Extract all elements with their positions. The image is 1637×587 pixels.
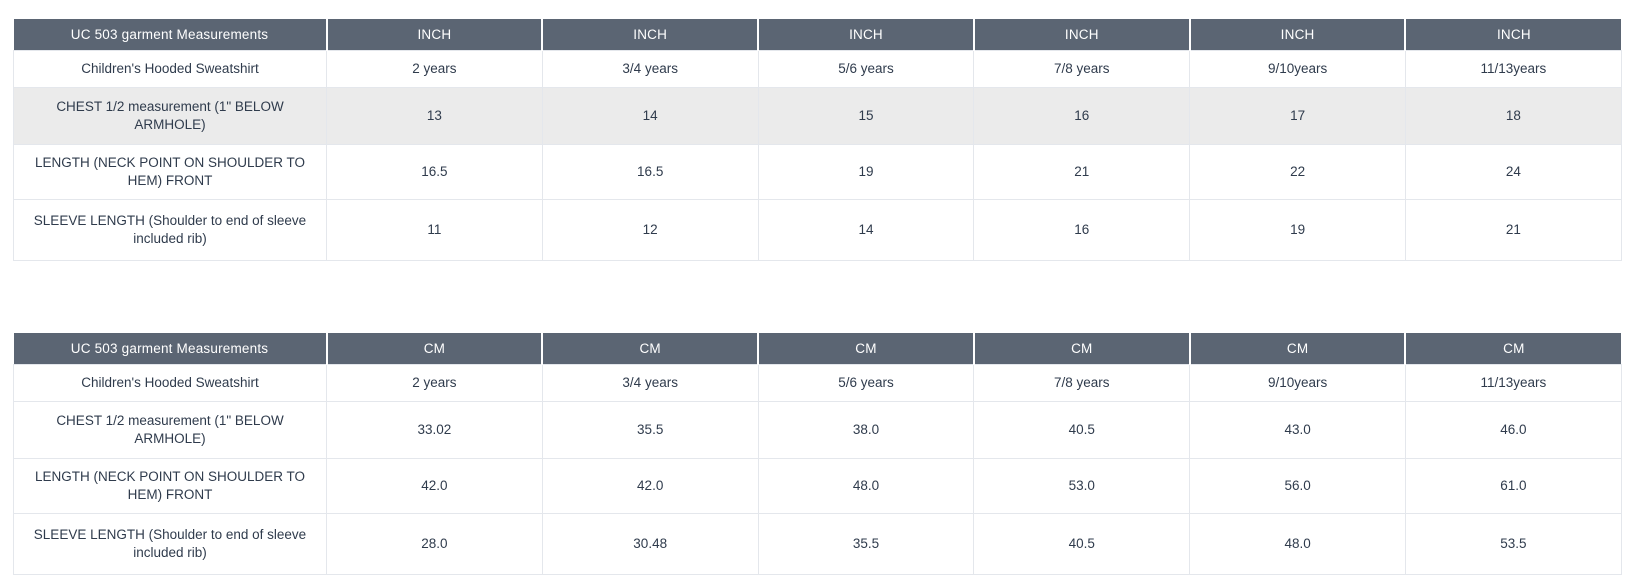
cm-table-header: UC 503 garment Measurements CM CM CM CM …	[13, 333, 1622, 364]
column-header-unit-1: INCH	[326, 19, 544, 50]
cm-size-table: UC 503 garment Measurements CM CM CM CM …	[13, 333, 1622, 576]
row-value: 30.48	[541, 513, 759, 576]
row-value: 28.0	[326, 513, 543, 576]
cm-table-body: Children's Hooded Sweatshirt 2 years 3/4…	[13, 363, 1622, 576]
row-value: 9/10years	[1189, 363, 1406, 402]
row-label: CHEST 1/2 measurement (1" BELOW ARMHOLE)	[13, 400, 327, 459]
row-value: 16.5	[326, 143, 543, 201]
row-value: 35.5	[541, 400, 759, 459]
row-value: 5/6 years	[757, 49, 975, 88]
row-value: 13	[326, 86, 543, 145]
table-row: SLEEVE LENGTH (Shoulder to end of sleeve…	[13, 513, 1622, 576]
row-value: 38.0	[757, 400, 975, 459]
row-value: 48.0	[1189, 513, 1406, 576]
row-value: 11	[326, 199, 543, 262]
inch-size-table-block: UC 503 garment Measurements INCH INCH IN…	[13, 19, 1622, 262]
row-value: 48.0	[757, 457, 975, 515]
table-row: Children's Hooded Sweatshirt 2 years 3/4…	[13, 363, 1622, 402]
row-value: 53.0	[973, 457, 1191, 515]
row-value: 14	[541, 86, 759, 145]
row-value: 9/10years	[1189, 49, 1406, 88]
column-header-unit-4: CM	[973, 333, 1191, 364]
row-value: 7/8 years	[973, 363, 1191, 402]
row-label: SLEEVE LENGTH (Shoulder to end of sleeve…	[13, 513, 327, 576]
row-value: 19	[757, 143, 975, 201]
cm-size-table-block: UC 503 garment Measurements CM CM CM CM …	[13, 333, 1622, 576]
row-value: 56.0	[1189, 457, 1406, 515]
column-header-unit-4: INCH	[973, 19, 1191, 50]
row-value: 15	[757, 86, 975, 145]
row-value: 11/13years	[1404, 49, 1622, 88]
table-row: SLEEVE LENGTH (Shoulder to end of sleeve…	[13, 199, 1622, 262]
row-value: 16	[973, 199, 1191, 262]
column-header-unit-6: CM	[1405, 333, 1622, 364]
table-row: Children's Hooded Sweatshirt 2 years 3/4…	[13, 49, 1622, 88]
row-value: 17	[1189, 86, 1406, 145]
row-value: 21	[1404, 199, 1622, 262]
row-value: 43.0	[1189, 400, 1406, 459]
inch-table-body: Children's Hooded Sweatshirt 2 years 3/4…	[13, 49, 1622, 262]
row-value: 2 years	[326, 49, 543, 88]
row-value: 21	[973, 143, 1191, 201]
table-row: LENGTH (NECK POINT ON SHOULDER TO HEM) F…	[13, 143, 1622, 201]
row-value: 40.5	[973, 513, 1191, 576]
row-value: 24	[1404, 143, 1622, 201]
row-value: 42.0	[541, 457, 759, 515]
table-header-row: UC 503 garment Measurements CM CM CM CM …	[13, 333, 1622, 364]
column-header-unit-3: CM	[758, 333, 975, 364]
row-value: 40.5	[973, 400, 1191, 459]
row-value: 35.5	[757, 513, 975, 576]
column-header-unit-2: INCH	[542, 19, 760, 50]
row-value: 46.0	[1404, 400, 1622, 459]
row-value: 7/8 years	[973, 49, 1191, 88]
row-value: 3/4 years	[541, 363, 759, 402]
row-label: CHEST 1/2 measurement (1" BELOW ARMHOLE)	[13, 86, 327, 145]
row-value: 14	[757, 199, 975, 262]
table-row: LENGTH (NECK POINT ON SHOULDER TO HEM) F…	[13, 457, 1622, 515]
column-header-unit-6: INCH	[1405, 19, 1622, 50]
row-value: 18	[1404, 86, 1622, 145]
row-label: SLEEVE LENGTH (Shoulder to end of sleeve…	[13, 199, 327, 262]
column-header-measurements: UC 503 garment Measurements	[13, 333, 328, 364]
row-value: 12	[541, 199, 759, 262]
row-value: 33.02	[326, 400, 543, 459]
row-label: LENGTH (NECK POINT ON SHOULDER TO HEM) F…	[13, 143, 327, 201]
row-label: LENGTH (NECK POINT ON SHOULDER TO HEM) F…	[13, 457, 327, 515]
row-value: 16.5	[541, 143, 759, 201]
column-header-unit-1: CM	[326, 333, 544, 364]
row-value: 19	[1189, 199, 1406, 262]
row-label: Children's Hooded Sweatshirt	[13, 363, 327, 402]
column-header-unit-2: CM	[542, 333, 760, 364]
row-value: 61.0	[1404, 457, 1622, 515]
inch-size-table: UC 503 garment Measurements INCH INCH IN…	[13, 19, 1622, 262]
row-label: Children's Hooded Sweatshirt	[13, 49, 327, 88]
row-value: 16	[973, 86, 1191, 145]
row-value: 11/13years	[1404, 363, 1622, 402]
row-value: 5/6 years	[757, 363, 975, 402]
column-header-unit-5: INCH	[1189, 19, 1407, 50]
inch-table-header: UC 503 garment Measurements INCH INCH IN…	[13, 19, 1622, 50]
row-value: 42.0	[326, 457, 543, 515]
column-header-measurements: UC 503 garment Measurements	[13, 19, 328, 50]
table-row: CHEST 1/2 measurement (1" BELOW ARMHOLE)…	[13, 86, 1622, 145]
column-header-unit-5: CM	[1189, 333, 1407, 364]
table-header-row: UC 503 garment Measurements INCH INCH IN…	[13, 19, 1622, 50]
row-value: 2 years	[326, 363, 543, 402]
table-row: CHEST 1/2 measurement (1" BELOW ARMHOLE)…	[13, 400, 1622, 459]
row-value: 22	[1189, 143, 1406, 201]
column-header-unit-3: INCH	[758, 19, 975, 50]
row-value: 3/4 years	[541, 49, 759, 88]
row-value: 53.5	[1404, 513, 1622, 576]
